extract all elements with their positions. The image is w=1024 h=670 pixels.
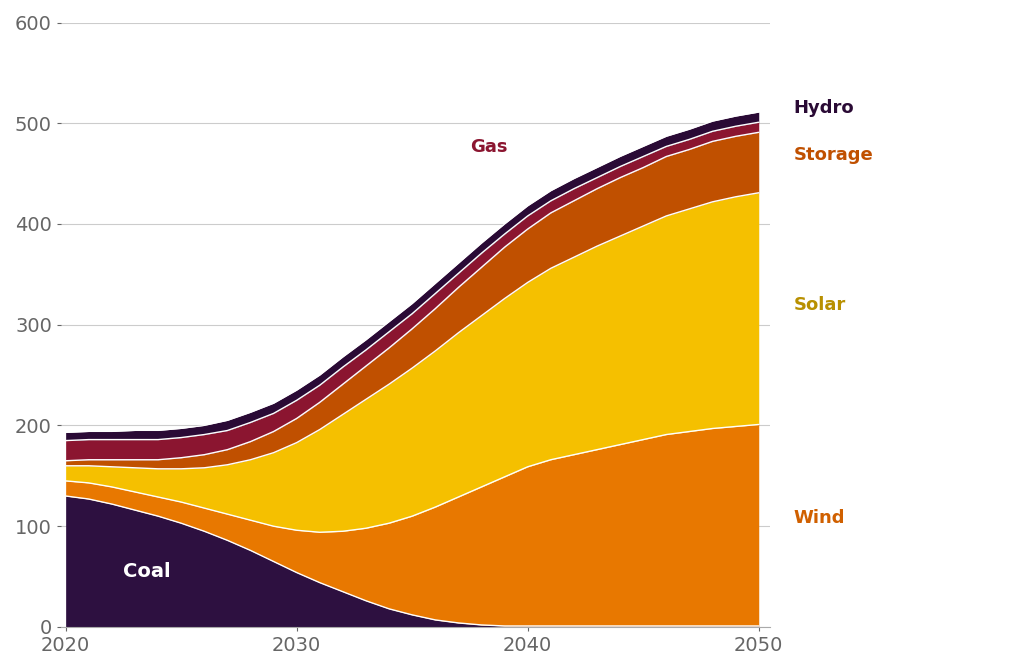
Text: Solar: Solar [794, 295, 846, 314]
Text: Storage: Storage [794, 147, 873, 164]
Text: Coal: Coal [124, 562, 171, 581]
Text: Wind: Wind [794, 509, 845, 527]
Text: Gas: Gas [470, 139, 508, 156]
Text: Hydro: Hydro [794, 99, 854, 117]
